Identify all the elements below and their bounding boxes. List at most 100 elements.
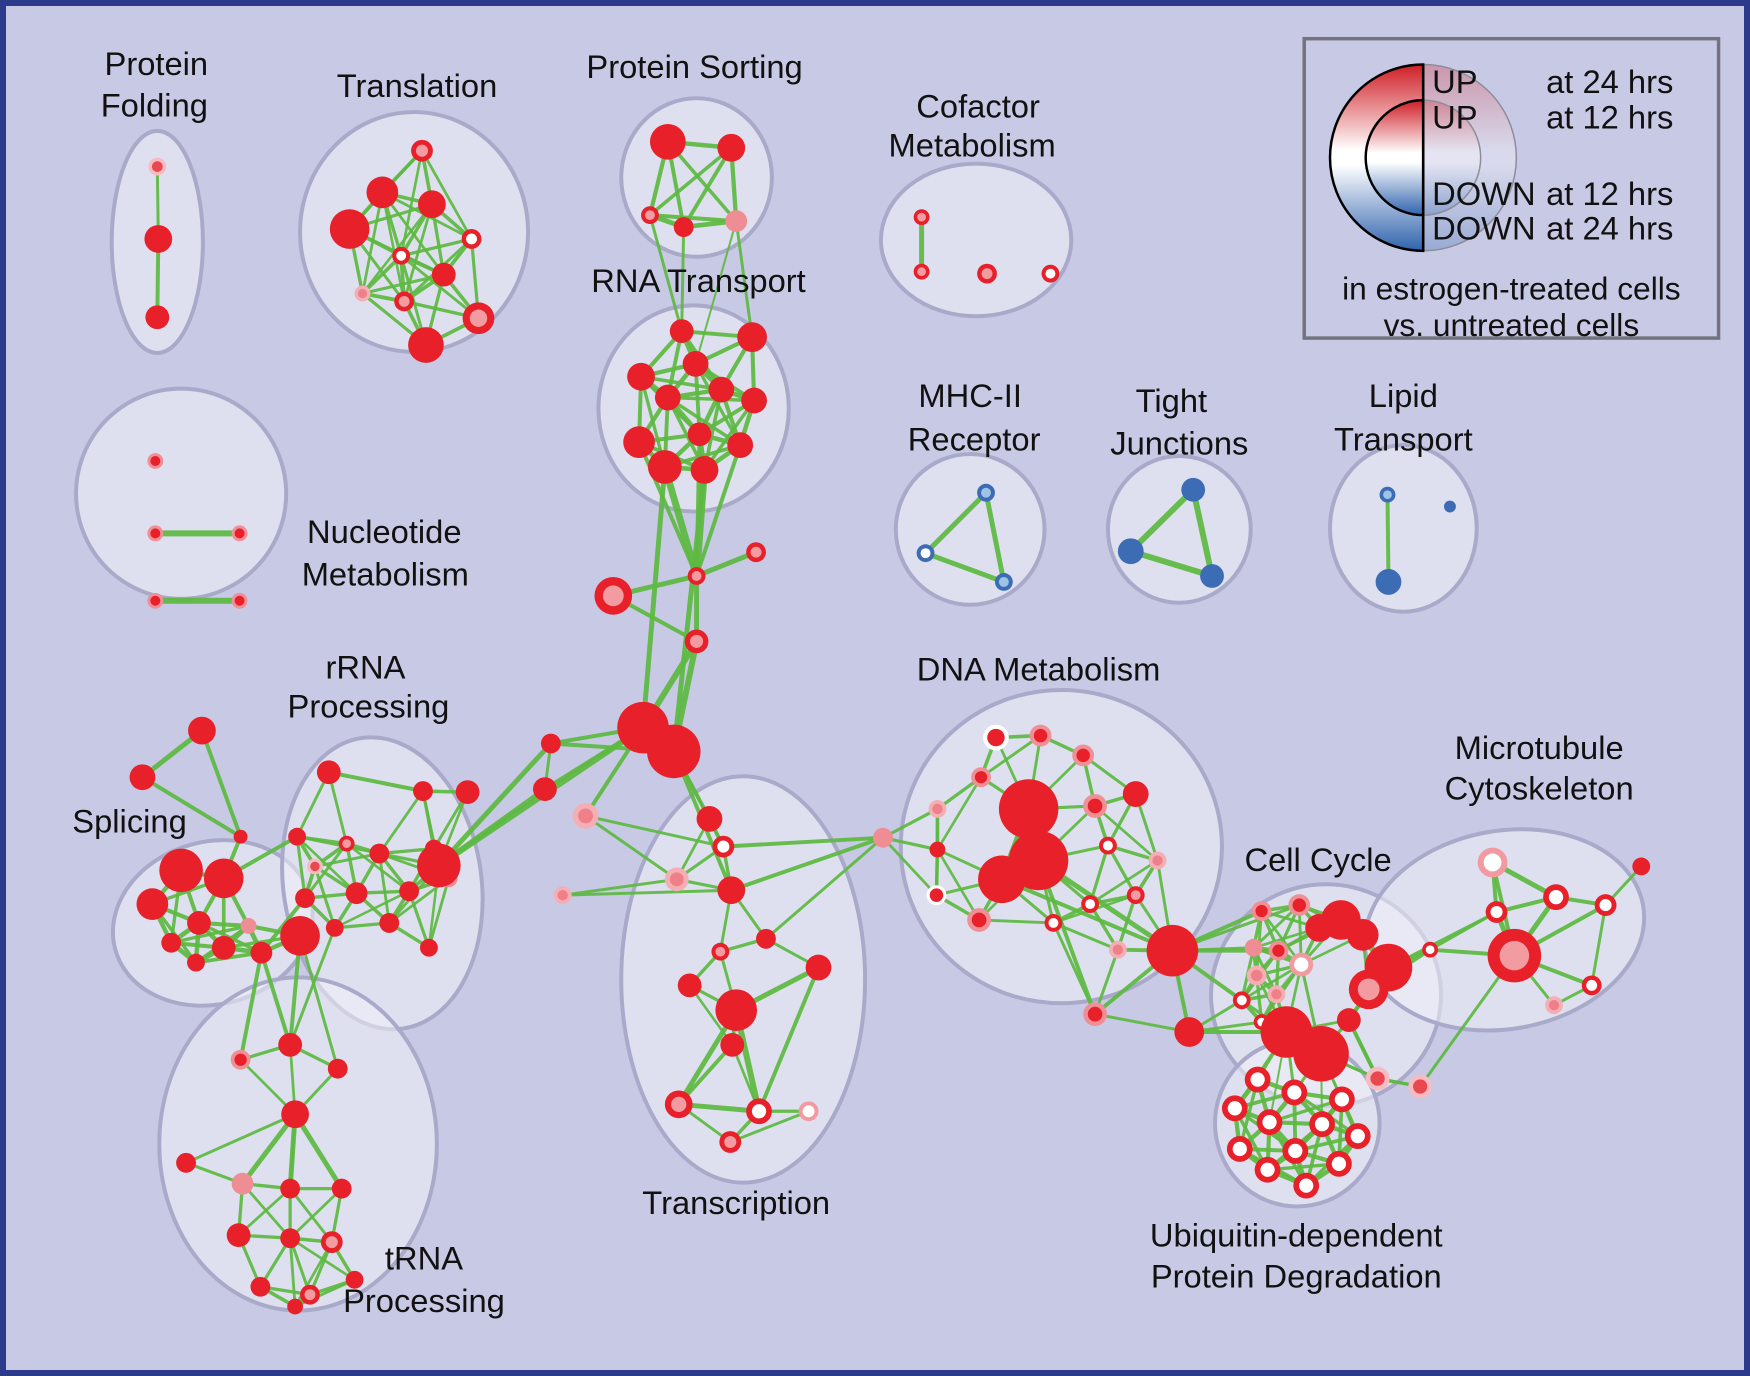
gene-node	[176, 1152, 196, 1173]
gene-node	[1594, 894, 1617, 916]
gene-node	[1148, 851, 1167, 870]
gene-node	[1268, 940, 1289, 961]
network-edge	[661, 463, 701, 580]
network-edge	[295, 835, 307, 900]
network-edge	[936, 775, 983, 851]
network-edge	[259, 950, 293, 1047]
gene-node	[331, 1178, 352, 1199]
gene-node	[1083, 794, 1107, 818]
gene-node	[148, 157, 167, 176]
network-edge	[983, 490, 1007, 585]
cluster-region-lipid-transport	[1328, 443, 1479, 614]
gene-node	[1256, 1109, 1283, 1136]
legend-time-up-12: at 12 hrs	[1546, 99, 1673, 136]
gene-node	[250, 941, 273, 964]
gene-node	[345, 1270, 364, 1289]
network-edge	[377, 789, 425, 855]
gene-node	[1487, 928, 1542, 983]
network-edge	[640, 464, 668, 731]
network-edge	[240, 1111, 298, 1187]
cluster-label-ubiquitin-degradation: Protein Degradation	[1151, 1257, 1442, 1294]
network-edge	[681, 145, 734, 229]
gene-node	[394, 291, 415, 312]
network-edge	[436, 741, 554, 868]
gene-node	[715, 989, 758, 1031]
network-edge	[561, 888, 733, 897]
gene-node	[226, 1223, 251, 1248]
legend-word-up-12: UP	[1432, 99, 1477, 136]
gene-node	[798, 1101, 819, 1122]
cluster-label-rrna-processing: Processing	[288, 687, 450, 724]
legend-time-up-24: at 24 hrs	[1546, 63, 1673, 100]
gene-node	[147, 592, 164, 609]
gene-node	[1254, 1156, 1281, 1183]
cluster-label-translation: Translation	[337, 67, 498, 104]
gene-node	[369, 843, 390, 864]
network-edge	[288, 1187, 334, 1244]
gene-node	[316, 760, 341, 785]
cluster-label-cofactor-metabolism: Cofactor	[916, 88, 1040, 125]
gene-node	[1221, 1095, 1248, 1122]
gene-node	[641, 206, 659, 225]
gene-node	[1293, 1172, 1320, 1199]
network-edge	[1088, 859, 1159, 906]
gene-node	[1477, 847, 1508, 878]
gene-node	[1365, 1066, 1390, 1091]
gene-node	[231, 525, 248, 542]
gene-node	[338, 835, 355, 852]
network-edge	[288, 1187, 344, 1240]
gene-node	[928, 800, 947, 818]
network-edge	[377, 852, 391, 925]
node-layer	[129, 123, 1651, 1315]
gene-node	[720, 1032, 745, 1057]
network-edge	[694, 549, 759, 579]
gene-node	[281, 1100, 309, 1129]
gene-node	[392, 246, 411, 265]
gene-node	[1251, 901, 1272, 921]
network-edge	[298, 934, 340, 1071]
gene-node	[711, 942, 730, 961]
gene-node	[1485, 901, 1508, 923]
gene-node	[1379, 486, 1396, 503]
gene-node	[572, 802, 599, 829]
cluster-label-splicing: Splicing	[72, 802, 187, 839]
gene-node	[1288, 894, 1311, 916]
gene-node	[233, 829, 248, 844]
cluster-label-tight-junctions: Tight	[1136, 382, 1208, 419]
gene-node	[717, 876, 746, 905]
gene-node	[1146, 924, 1199, 977]
gene-node	[250, 1276, 271, 1297]
gene-node	[1244, 1066, 1271, 1093]
gene-node	[345, 882, 368, 905]
cluster-label-protein-folding: Protein	[105, 45, 209, 82]
network-edge	[923, 550, 1007, 585]
cluster-label-trna-processing: tRNA	[385, 1239, 463, 1276]
gene-node	[1246, 965, 1267, 986]
gene-node	[805, 954, 832, 981]
gene-node	[1029, 724, 1052, 747]
gene-node	[1232, 991, 1251, 1010]
gene-node	[329, 209, 370, 249]
network-edge	[702, 398, 756, 472]
gene-node	[295, 888, 315, 909]
gene-node	[145, 305, 170, 330]
cluster-region-tight-junctions	[1105, 454, 1253, 605]
cluster-label-mhc-ii-receptor: Receptor	[908, 421, 1041, 458]
gene-node	[288, 827, 307, 846]
network-edge	[680, 225, 686, 333]
gene-node	[977, 263, 997, 284]
gene-node	[455, 780, 480, 804]
gene-node	[533, 777, 557, 802]
gene-node	[230, 1049, 251, 1070]
gene-node	[1375, 569, 1402, 595]
cluster-region-cofactor-metabolism	[878, 161, 1074, 319]
gene-node	[129, 764, 156, 791]
gene-node	[627, 362, 655, 391]
gene-node	[411, 139, 433, 162]
gene-node	[1329, 1086, 1355, 1113]
cluster-label-trna-processing: Processing	[343, 1282, 505, 1319]
gene-node	[1083, 1002, 1107, 1027]
gene-node	[320, 1231, 343, 1254]
network-edge	[1127, 486, 1197, 555]
network-edge	[688, 984, 734, 1047]
